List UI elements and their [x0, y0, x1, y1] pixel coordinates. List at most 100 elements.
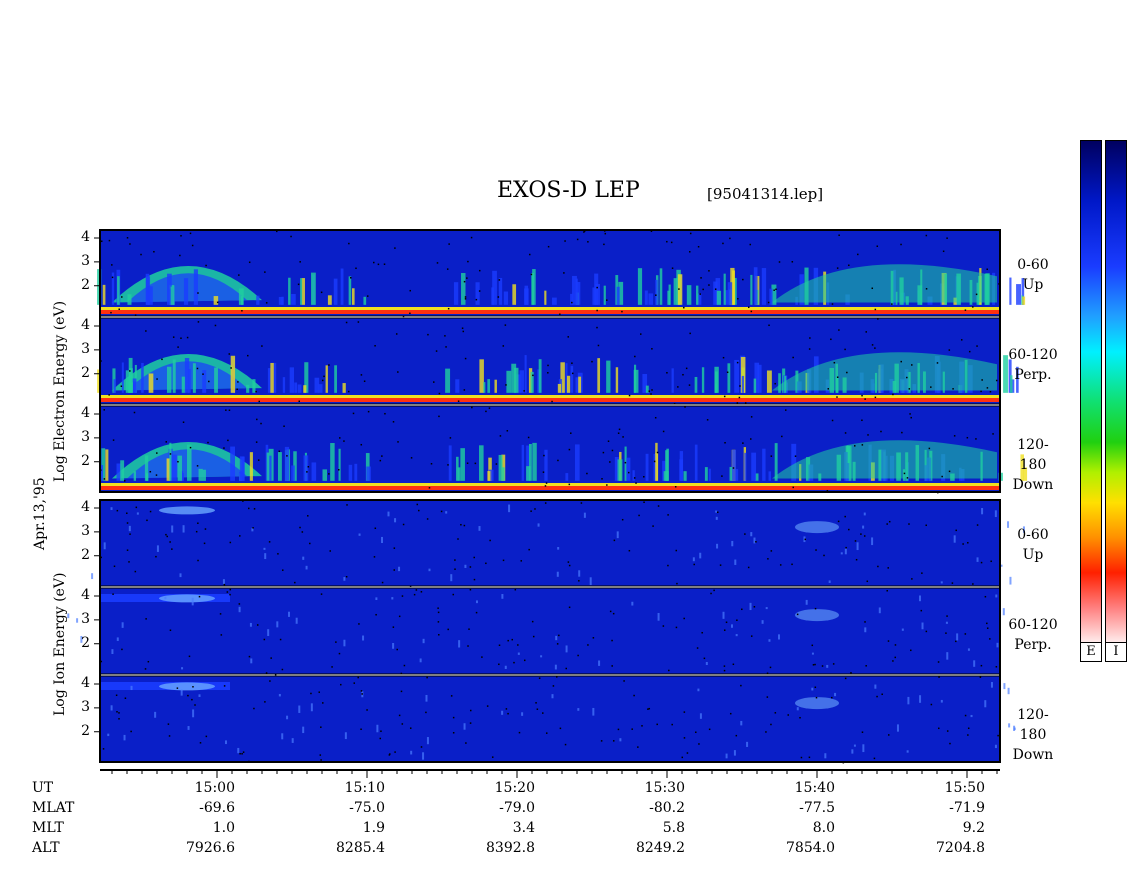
ion-streak: [735, 634, 738, 637]
noise-dot: [205, 264, 207, 267]
noise-dot: [635, 482, 637, 484]
noise-dot: [238, 603, 241, 605]
noise-dot: [804, 538, 807, 541]
noise-dot: [836, 396, 838, 398]
noise-dot: [347, 390, 350, 393]
noise-dot: [366, 709, 368, 711]
ion-blob: [795, 697, 839, 710]
electron-burst: [732, 270, 735, 305]
noise-dot: [536, 708, 539, 710]
noise-dot: [229, 588, 232, 591]
noise-dot: [675, 626, 678, 629]
noise-dot: [121, 296, 123, 298]
noise-dot: [808, 348, 811, 350]
electron-burst: [294, 382, 298, 393]
electron-burst: [146, 276, 151, 305]
noise-dot: [618, 428, 621, 431]
electron-burst: [240, 296, 244, 305]
noise-dot: [770, 455, 773, 457]
noise-dot: [750, 416, 753, 418]
noise-dot: [557, 459, 559, 462]
noise-dot: [568, 483, 571, 486]
noise-dot: [738, 396, 741, 399]
y-tick-label: 4: [81, 675, 90, 691]
ion-streak: [699, 713, 702, 719]
electron-burst: [144, 455, 149, 481]
noise-dot: [749, 438, 752, 440]
noise-dot: [953, 435, 956, 437]
noise-dot: [948, 349, 951, 351]
electron-burst: [686, 285, 692, 305]
ion-streak: [445, 511, 448, 514]
noise-dot: [876, 695, 878, 698]
noise-dot: [739, 385, 741, 387]
noise-dot: [345, 575, 348, 578]
noise-dot: [182, 421, 185, 423]
noise-dot: [538, 677, 541, 679]
electron-burst: [342, 383, 346, 393]
noise-dot: [543, 454, 545, 457]
noise-dot: [118, 718, 120, 720]
noise-dot: [814, 607, 817, 610]
noise-dot: [128, 561, 130, 563]
noise-dot: [628, 549, 631, 552]
noise-dot: [113, 565, 116, 568]
noise-dot: [257, 459, 260, 461]
noise-dot: [596, 326, 598, 329]
noise-dot: [196, 465, 199, 467]
noise-dot: [463, 389, 466, 391]
noise-dot: [438, 415, 440, 418]
electron-burst: [167, 273, 172, 305]
noise-dot: [286, 455, 288, 457]
noise-dot: [452, 593, 455, 596]
noise-dot: [216, 301, 219, 304]
noise-dot: [457, 538, 459, 540]
noise-dot: [110, 311, 112, 314]
noise-dot: [949, 742, 951, 745]
noise-dot: [874, 308, 877, 311]
ion-streak: [554, 664, 557, 670]
noise-dot: [241, 753, 243, 755]
noise-dot: [440, 510, 443, 513]
noise-dot: [677, 386, 679, 388]
electron-burst: [297, 384, 302, 393]
ion-streak: [181, 667, 184, 670]
noise-dot: [565, 667, 567, 670]
noise-dot: [531, 620, 534, 623]
noise-dot: [844, 515, 846, 518]
noise-dot: [322, 702, 324, 704]
direction-1: Up: [1022, 277, 1044, 293]
noise-dot: [186, 336, 189, 339]
noise-dot: [514, 588, 517, 591]
y-tick-label: 3: [81, 428, 90, 445]
electron-burst: [487, 379, 491, 393]
noise-dot: [995, 379, 998, 382]
ion-streak: [722, 611, 725, 619]
electron-burst: [1021, 278, 1025, 305]
ion-streak: [288, 611, 291, 617]
y-tick-label: 4: [81, 499, 90, 515]
noise-dot: [871, 344, 874, 346]
electron-burst: [512, 284, 517, 305]
ion-streak: [616, 531, 619, 539]
noise-dot: [425, 711, 427, 714]
noise-dot: [675, 549, 678, 552]
noise-dot: [279, 638, 282, 641]
noise-dot: [960, 339, 963, 341]
ion-streak: [840, 552, 843, 555]
chart-title: EXOS-D LEP: [497, 178, 640, 203]
noise-dot: [430, 463, 433, 465]
ion-streak: [107, 733, 110, 737]
noise-dot: [498, 644, 501, 647]
noise-dot: [191, 698, 193, 701]
electron-burst: [673, 278, 679, 305]
noise-dot: [986, 387, 989, 389]
noise-dot: [177, 346, 179, 348]
noise-dot: [558, 634, 560, 637]
ion-streak: [862, 744, 865, 753]
electron-burst: [181, 376, 186, 393]
ion-streak: [1009, 576, 1012, 585]
electron-burst: [524, 285, 529, 305]
noise-dot: [723, 665, 726, 667]
noise-dot: [891, 303, 893, 305]
